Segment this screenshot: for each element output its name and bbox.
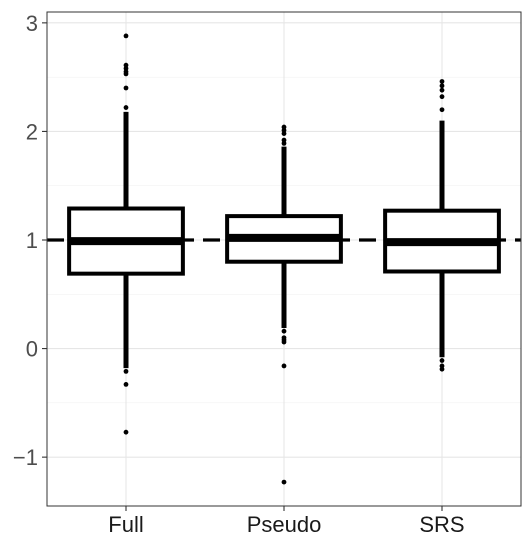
outlier-point: [281, 363, 287, 369]
outlier-point: [123, 368, 129, 374]
outlier-point: [439, 94, 445, 100]
outlier-point: [123, 382, 129, 387]
outlier-point: [439, 358, 445, 363]
y-tick-label: 2: [26, 119, 38, 144]
boxes-group: [67, 33, 501, 485]
y-tick-label: −1: [13, 445, 38, 470]
box-full: [67, 33, 185, 435]
box-srs: [383, 79, 501, 372]
outlier-point: [439, 366, 445, 372]
y-axis: −1 0 1 2 3: [13, 11, 47, 470]
outlier-point: [439, 83, 445, 89]
outlier-point: [123, 85, 129, 91]
outlier-point: [439, 107, 445, 113]
outlier-point: [123, 33, 129, 39]
x-tick-label: Pseudo: [247, 512, 322, 533]
outlier-point: [123, 71, 129, 77]
y-tick-label: 3: [26, 11, 38, 36]
x-tick-label: SRS: [419, 512, 464, 533]
outlier-point: [439, 87, 445, 93]
y-tick-label: 1: [26, 228, 38, 253]
outlier-point: [281, 479, 287, 485]
outlier-point: [281, 140, 287, 146]
x-tick-label: Full: [108, 512, 143, 533]
outlier-point: [281, 339, 287, 345]
outlier-point: [123, 105, 129, 110]
x-axis: Full Pseudo SRS: [108, 506, 465, 533]
y-tick-label: 0: [26, 337, 38, 362]
outlier-point: [281, 328, 287, 334]
box-pseudo: [225, 124, 343, 485]
outlier-point: [281, 131, 287, 137]
outlier-point: [123, 429, 129, 435]
outlier-point: [439, 79, 445, 84]
